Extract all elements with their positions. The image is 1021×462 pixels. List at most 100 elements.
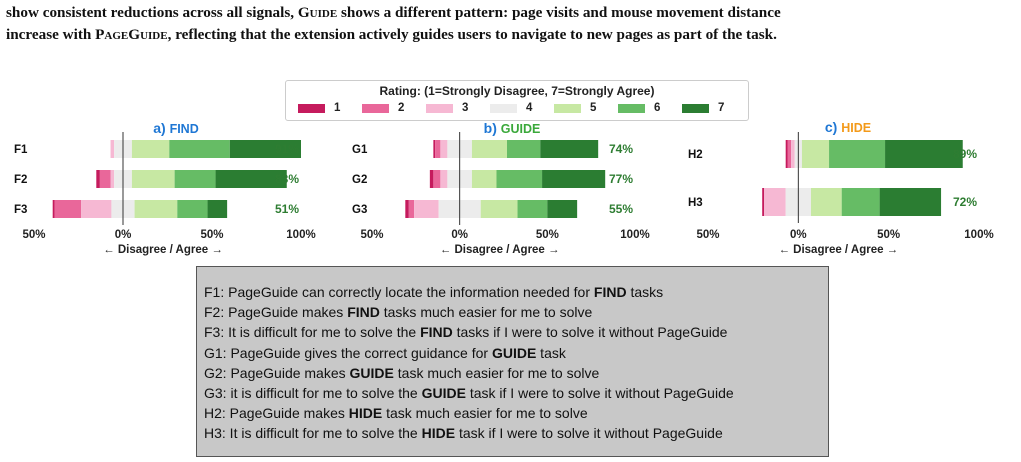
legend-item-7: 7 [682,101,746,115]
question-key-box: F1: PageGuide can correctly locate the i… [196,266,829,457]
question-suffix: tasks much easier for me to solve [379,304,593,321]
bar-segment-rating-6 [507,140,541,158]
question-prefix: H3: It is difficult for me to solve the [204,425,422,442]
bar-segment-rating-1 [52,200,55,218]
agree-percent-label: 77% [609,172,633,186]
category-label: F1 [14,144,28,156]
question-prefix: F3: It is difficult for me to solve the [204,324,421,341]
legend-label: 6 [654,102,661,114]
panel-title-text: GUIDE [501,122,541,136]
question-line: F2: PageGuide makes FIND tasks much easi… [204,302,828,322]
bar-segment-rating-5 [134,200,178,218]
bar-segment-rating-5 [471,140,508,158]
question-suffix: task if I were to solve it without PageG… [465,385,734,402]
agree-percent-label: 89% [953,147,977,161]
legend-item-5: 5 [554,101,618,115]
panel-title: a) FIND [153,120,199,136]
question-prefix: G3: it is difficult for me to solve the [204,385,422,402]
bar-segment-rating-5 [131,170,175,188]
bar-segment-rating-6 [169,140,230,158]
bar-segment-rating-1 [433,140,436,158]
bar-segment-rating-3 [81,200,112,218]
bar-segment-rating-6 [174,170,216,188]
caption-line-2: increase with PageGuide, reflecting that… [6,24,1016,46]
legend-label: 5 [590,102,597,114]
question-line: G3: it is difficult for me to solve the … [204,383,828,403]
caption-line1-b: shows a different pattern: page visits a… [337,4,781,21]
legend-label: 1 [334,102,341,114]
legend-swatch [682,103,709,113]
x-tick-label: 0% [790,229,807,241]
legend-swatch [426,103,453,113]
question-line: F1: PageGuide can correctly locate the i… [204,282,828,302]
question-suffix: tasks if I were to solve it without Page… [452,324,728,341]
agree-percent-label: 72% [953,195,977,209]
bar-segment-rating-6 [177,200,208,218]
bar-segment-rating-7 [540,140,599,158]
legend-swatch [490,103,517,113]
category-label: G2 [352,174,367,186]
legend-items: 1 2 3 4 5 6 7 [298,101,746,115]
caption-line1-a: show consistent reductions across all si… [6,4,298,21]
question-task-name: GUIDE [349,364,394,381]
question-suffix: task much easier for me to solve [393,364,600,381]
agree-percent-label: 51% [275,202,299,216]
question-prefix: H2: PageGuide makes [204,405,349,422]
question-suffix: task much easier for me to solve [382,405,588,422]
agree-percent-label: 83% [275,172,299,186]
x-tick-label: 50% [360,229,383,241]
bar-segment-rating-1 [96,170,100,188]
legend-item-3: 3 [426,101,490,115]
category-label: G3 [352,204,367,216]
chart-legend: Rating: (1=Strongly Disagree, 7=Strongly… [285,80,749,121]
question-line: H3: It is difficult for me to solve the … [204,423,828,443]
panel-title-text: HIDE [841,121,871,135]
question-task-name: FIND [593,284,627,300]
bar-segment-rating-3 [414,200,439,218]
panel-title: b) GUIDE [484,120,541,136]
legend-label: 4 [526,102,533,114]
category-label: H2 [688,149,703,161]
legend-swatch [362,103,389,113]
bar-segment-rating-6 [496,170,543,188]
legend-label: 7 [718,102,725,114]
bar-segment-rating-3 [764,188,786,216]
question-line: H2: PageGuide makes HIDE task much easie… [204,403,828,423]
bar-segment-rating-3 [110,170,115,188]
bar-segment-rating-7 [229,140,301,158]
category-label: G1 [352,144,368,156]
bar-segment-rating-2 [433,170,441,188]
question-prefix: F2: PageGuide makes [204,304,348,321]
bar-segment-rating-1 [785,140,788,168]
legend-swatch [554,103,581,113]
question-prefix: F1: PageGuide can correctly locate the i… [204,284,594,300]
bar-segment-rating-5 [801,140,830,168]
bar-segment-rating-3 [791,140,795,168]
question-task-name: FIND [420,324,453,341]
bar-segment-rating-2 [435,140,441,158]
question-suffix: task [536,344,566,361]
bar-segment-rating-5 [471,170,497,188]
question-line: G2: PageGuide makes GUIDE task much easi… [204,363,828,383]
bar-segment-rating-3 [110,140,115,158]
question-task-name: GUIDE [421,385,466,402]
x-tick-label: 0% [115,229,132,241]
bar-segment-rating-5 [810,188,842,216]
bar-segment-rating-2 [787,140,792,168]
bar-segment-rating-5 [131,140,170,158]
bar-segment-rating-6 [841,188,880,216]
agree-percent-label: 55% [609,202,633,216]
agree-percent-label: 74% [609,142,633,156]
panel-title: c) HIDE [825,119,871,135]
caption-line2-a: increase with [6,26,96,43]
question-task-name: HIDE [421,425,456,442]
bar-segment-rating-1 [405,200,409,218]
bar-segment-rating-3 [440,170,448,188]
legend-title: Rating: (1=Strongly Disagree, 7=Strongly… [379,84,655,98]
caption-pageguide-word: PageGuide [95,26,168,43]
question-list: F1: PageGuide can correctly locate the i… [204,282,828,444]
category-label: H3 [688,197,703,209]
question-suffix: tasks [626,284,664,300]
x-tick-label: 50% [877,229,900,241]
bar-segment-rating-1 [429,170,434,188]
